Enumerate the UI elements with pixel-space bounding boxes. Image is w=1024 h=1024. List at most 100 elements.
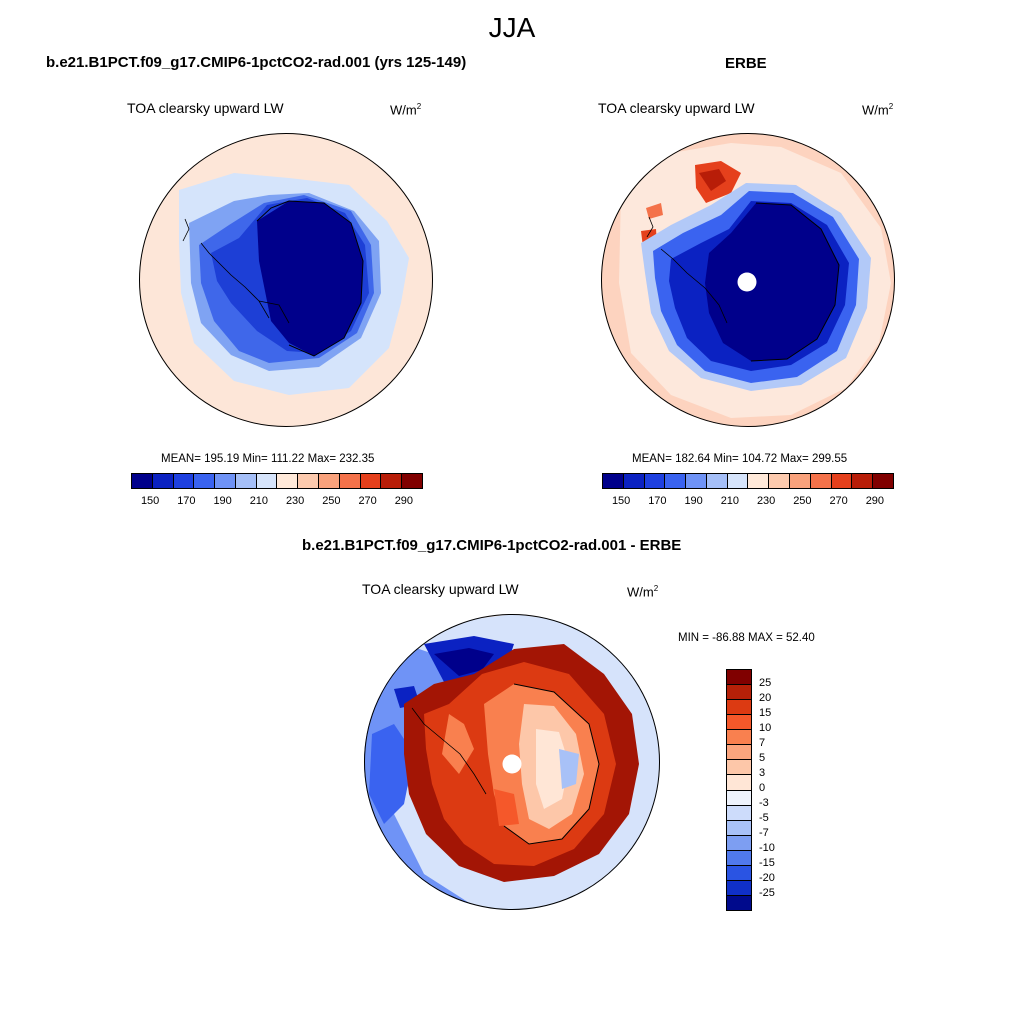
diff-colorbar-label: 10 xyxy=(759,722,772,734)
colorbar-tick-label: 230 xyxy=(285,495,305,507)
diff-colorbar-label: -20 xyxy=(759,872,775,884)
colorbar-tick-label: 150 xyxy=(611,495,631,507)
panel-1-title: b.e21.B1PCT.f09_g17.CMIP6-1pctCO2-rad.00… xyxy=(46,54,467,71)
panel-1-colorbar: 150 170 190 210 230 250 270 290 xyxy=(131,473,423,507)
colorbar-tick-label: 170 xyxy=(648,495,667,507)
panel-2-colorbar-boxes xyxy=(602,473,894,489)
colorbar-box-11 xyxy=(831,474,853,488)
diff-colorbar-label: -5 xyxy=(759,812,769,824)
panel-2-units: W/m2 xyxy=(862,102,894,118)
panel-3-variable-label: TOA clearsky upward LW xyxy=(362,581,519,597)
diff-colorbar-box-2 xyxy=(727,700,751,716)
colorbar-box-7 xyxy=(748,474,770,488)
colorbar-box-0 xyxy=(603,474,624,488)
panel-1-colorbar-boxes xyxy=(131,473,423,489)
colorbar-tick-label: 190 xyxy=(213,495,232,507)
diff-colorbar-label: 25 xyxy=(759,677,772,689)
colorbar-box-5 xyxy=(235,474,257,488)
diff-colorbar-box-1 xyxy=(727,685,751,701)
colorbar-tick-label: 250 xyxy=(322,495,341,507)
colorbar-box-12 xyxy=(381,474,403,488)
diff-colorbar-label: -7 xyxy=(759,827,769,839)
colorbar-box-8 xyxy=(769,474,791,488)
colorbar-box-8 xyxy=(298,474,320,488)
diff-colorbar-box-12 xyxy=(727,850,751,866)
panel-2-variable-label: TOA clearsky upward LW xyxy=(598,100,755,116)
colorbar-box-3 xyxy=(665,474,687,488)
diff-colorbar-box-11 xyxy=(727,835,751,851)
panel-3-title: b.e21.B1PCT.f09_g17.CMIP6-1pctCO2-rad.00… xyxy=(302,537,682,554)
colorbar-tick-label: 270 xyxy=(358,495,377,507)
diff-colorbar-label: 3 xyxy=(759,767,766,779)
panel-1-polar-map xyxy=(139,133,433,427)
colorbar-box-10 xyxy=(810,474,832,488)
colorbar-box-0 xyxy=(132,474,153,488)
diff-colorbar-label: 15 xyxy=(759,707,772,719)
diff-colorbar-label: 20 xyxy=(759,692,772,704)
colorbar-box-6 xyxy=(727,474,749,488)
colorbar-box-3 xyxy=(194,474,216,488)
colorbar-box-6 xyxy=(256,474,278,488)
diff-colorbar-box-4 xyxy=(727,730,751,746)
panel-1-stats: MEAN= 195.19 Min= 111.22 Max= 232.35 xyxy=(161,453,375,465)
diff-colorbar-box-6 xyxy=(727,760,751,776)
colorbar-box-4 xyxy=(686,474,707,488)
colorbar-tick-label: 290 xyxy=(865,495,885,507)
colorbar-box-4 xyxy=(215,474,236,488)
diff-colorbar-box-8 xyxy=(727,790,751,806)
panel-2-stats: MEAN= 182.64 Min= 104.72 Max= 299.55 xyxy=(632,453,848,465)
diff-colorbar-box-3 xyxy=(727,715,751,731)
panel-3-stats: MIN = -86.88 MAX = 52.40 xyxy=(678,632,815,644)
panel-1-variable-label: TOA clearsky upward LW xyxy=(127,100,284,116)
panel-2-title: ERBE xyxy=(725,55,767,72)
diff-colorbar-box-10 xyxy=(727,820,751,836)
colorbar-tick-label: 190 xyxy=(684,495,703,507)
colorbar-box-12 xyxy=(852,474,874,488)
diff-colorbar-label: -3 xyxy=(759,797,769,809)
colorbar-box-9 xyxy=(790,474,811,488)
panel-1-colorbar-ticks: 150 170 190 210 230 250 270 290 xyxy=(131,495,423,507)
panel-2-colorbar-ticks: 150 170 190 210 230 250 270 290 xyxy=(602,495,894,507)
panel-3-polar-map xyxy=(364,614,660,910)
diff-colorbar-box-0 xyxy=(727,670,751,686)
panel-1-units: W/m2 xyxy=(390,102,422,118)
diff-colorbar-box-13 xyxy=(727,865,751,881)
colorbar-tick-label: 210 xyxy=(720,495,740,507)
panel-3-units: W/m2 xyxy=(627,584,659,600)
colorbar-tick-label: 270 xyxy=(829,495,848,507)
colorbar-tick-label: 210 xyxy=(249,495,269,507)
colorbar-tick-label: 250 xyxy=(793,495,812,507)
colorbar-box-1 xyxy=(623,474,645,488)
colorbar-box-7 xyxy=(277,474,299,488)
colorbar-tick-label: 170 xyxy=(177,495,196,507)
diff-colorbar-box-7 xyxy=(727,775,751,791)
panel-3-colorbar xyxy=(726,669,752,911)
colorbar-box-9 xyxy=(319,474,340,488)
colorbar-tick-label: 150 xyxy=(140,495,160,507)
figure-title: JJA xyxy=(488,12,536,43)
colorbar-box-11 xyxy=(360,474,382,488)
diff-colorbar-box-15 xyxy=(727,895,751,910)
diff-colorbar-box-14 xyxy=(727,880,751,896)
diff-colorbar-label: 7 xyxy=(759,737,766,749)
panel-3-colorbar-boxes xyxy=(726,669,752,911)
colorbar-box-13 xyxy=(873,474,893,488)
colorbar-box-2 xyxy=(644,474,666,488)
panel-3-colorbar-labels: 25 20 15 10 7 5 3 0 -3 -5 -7 -10 -15 -20 -25 xyxy=(759,669,799,909)
colorbar-box-5 xyxy=(706,474,728,488)
diff-colorbar-box-5 xyxy=(727,745,751,761)
panel-2-polar-map xyxy=(601,133,895,427)
panel-2-colorbar: 150 170 190 210 230 250 270 290 xyxy=(602,473,894,507)
diff-colorbar-label: -10 xyxy=(759,842,775,854)
diff-colorbar-label: 0 xyxy=(759,782,766,794)
diff-colorbar-box-9 xyxy=(727,805,751,821)
diff-colorbar-label: -15 xyxy=(759,857,775,869)
diff-colorbar-label: -25 xyxy=(759,887,775,899)
diff-colorbar-label: 5 xyxy=(759,752,766,764)
colorbar-tick-label: 290 xyxy=(394,495,414,507)
colorbar-box-1 xyxy=(152,474,174,488)
colorbar-box-10 xyxy=(339,474,361,488)
colorbar-box-2 xyxy=(173,474,195,488)
colorbar-tick-label: 230 xyxy=(756,495,776,507)
colorbar-box-13 xyxy=(402,474,422,488)
